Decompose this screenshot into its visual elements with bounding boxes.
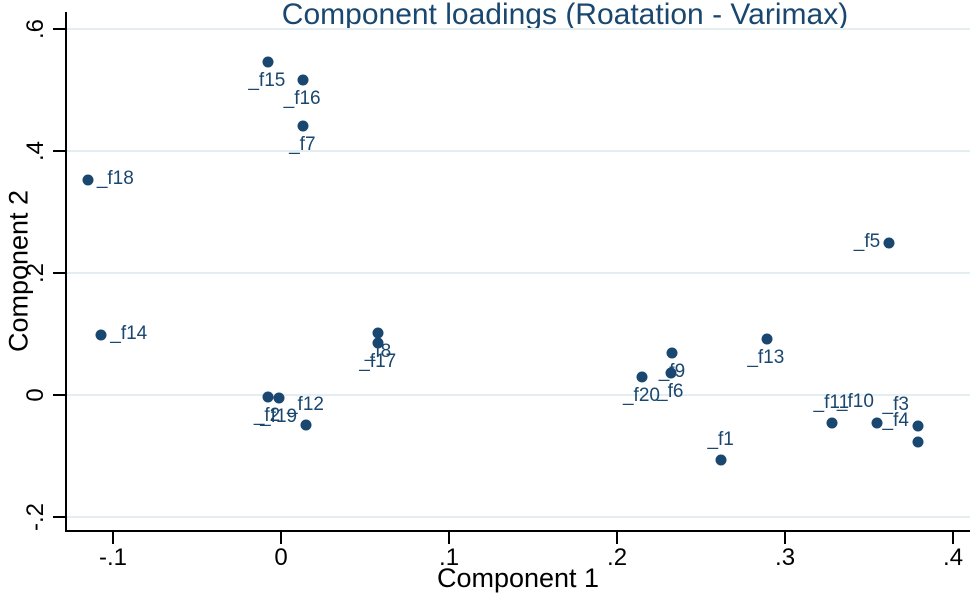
y-tick-label: -.2	[22, 502, 49, 532]
data-point-label: _f11	[813, 392, 850, 414]
x-axis-line	[65, 530, 970, 532]
x-tick-label: .2	[607, 544, 628, 571]
data-point-marker	[95, 329, 107, 341]
y-gridline	[67, 394, 970, 396]
data-point-label: _f13	[747, 346, 785, 368]
y-axis-line	[65, 12, 67, 530]
data-point-label: _f4	[882, 409, 909, 431]
y-gridline	[67, 516, 970, 518]
data-point-marker	[883, 237, 895, 249]
data-point-marker	[715, 454, 727, 466]
data-point-label: _f14	[110, 323, 148, 345]
data-point-label: _f9	[658, 360, 686, 382]
data-point-marker	[297, 74, 309, 86]
data-point-label: _f20	[622, 384, 660, 406]
y-tick-label: 0	[22, 388, 49, 402]
data-point-marker	[273, 392, 285, 404]
y-tick-label: .4	[22, 141, 49, 162]
y-tick-mark	[53, 150, 65, 153]
x-tick-label: .1	[439, 544, 460, 571]
y-tick-label: .6	[22, 19, 49, 40]
data-point-marker	[826, 417, 838, 429]
data-point-label: _f18	[96, 168, 134, 190]
y-tick-mark	[53, 516, 65, 518]
data-point-marker	[761, 333, 773, 345]
x-tick-mark	[952, 532, 955, 544]
x-tick-mark	[280, 532, 283, 544]
data-point-label: _f8	[364, 340, 392, 362]
data-point-marker	[372, 327, 384, 339]
data-point-marker	[300, 419, 312, 431]
y-tick-mark	[53, 28, 65, 31]
data-point-label: _f12	[286, 393, 324, 415]
data-point-label: _f7	[289, 134, 316, 155]
y-tick-label: .2	[22, 262, 49, 284]
data-point-label: _f10	[836, 391, 874, 413]
data-point-marker	[297, 120, 309, 132]
x-axis-title: Component 1	[436, 563, 600, 593]
data-point-marker	[262, 391, 274, 403]
x-tick-mark	[112, 532, 115, 544]
data-point-marker	[912, 420, 924, 432]
data-point-label: _f2	[253, 404, 281, 426]
data-point-label: _f19	[260, 406, 298, 428]
x-tick-mark	[784, 532, 787, 544]
data-point-label: _f1	[707, 429, 734, 451]
x-tick-label: .3	[775, 544, 796, 571]
data-point-label: _f15	[248, 69, 286, 91]
x-tick-label: .4	[943, 544, 964, 571]
data-point-marker	[871, 417, 883, 429]
data-point-label: _f17	[359, 351, 397, 373]
data-point-marker	[262, 56, 274, 68]
data-point-label: _f16	[283, 88, 321, 110]
data-point-marker	[665, 367, 677, 379]
chart-title: Component loadings (Roatation - Varimax)	[281, 0, 849, 31]
x-tick-label: 0	[274, 544, 288, 571]
data-point-marker	[912, 436, 924, 448]
data-point-label: _f3	[882, 394, 909, 416]
y-tick-mark	[53, 394, 65, 396]
x-tick-label: -.1	[99, 544, 128, 571]
data-point-marker	[666, 347, 678, 359]
data-point-label: _f5	[853, 231, 881, 253]
y-gridline	[67, 150, 970, 153]
x-tick-mark	[616, 532, 619, 544]
y-tick-mark	[53, 272, 65, 274]
data-point-label: _f6	[657, 381, 684, 403]
data-point-marker	[636, 371, 648, 383]
x-tick-mark	[448, 532, 451, 544]
data-point-marker	[82, 174, 94, 186]
data-point-marker	[372, 337, 384, 349]
y-gridline	[67, 272, 970, 274]
y-gridline	[67, 28, 970, 31]
